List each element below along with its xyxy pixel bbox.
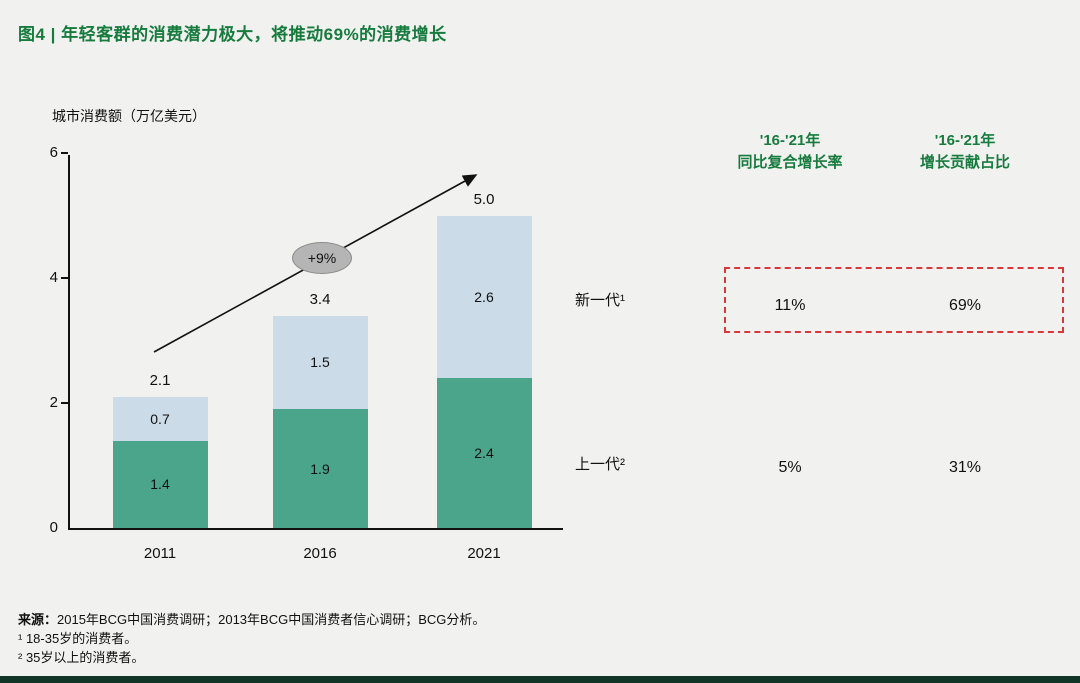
value-new-generation-contribution: 69% bbox=[948, 297, 982, 314]
value-previous-generation-contribution: 31% bbox=[948, 459, 982, 476]
series-label-new-generation: 新一代¹ bbox=[575, 292, 625, 309]
bar-segment-younger-2021: 2.6 bbox=[436, 215, 532, 378]
footnote-1: ¹ 18-35岁的消费者。 bbox=[18, 631, 138, 646]
bar-segment-value: 1.5 bbox=[310, 354, 330, 371]
bar-segment-older-2011: 1.4 bbox=[112, 440, 208, 528]
x-axis-tick-label: 2021 bbox=[467, 545, 501, 562]
source-line: 来源：2015年BCG中国消费调研；2013年BCG中国消费者信心调研；BCG分… bbox=[18, 610, 485, 629]
column-header-contribution-line2: 增长贡献占比 bbox=[919, 154, 1010, 171]
y-axis-tick-label: 4 bbox=[49, 269, 58, 286]
source-text: 2015年BCG中国消费调研；2013年BCG中国消费者信心调研；BCG分析。 bbox=[57, 612, 486, 627]
column-header-cagr-line2: 同比复合增长率 bbox=[737, 154, 843, 171]
figure-title: 图4 | 年轻客群的消费潜力极大，将推动69%的消费增长 bbox=[18, 25, 447, 44]
y-axis-tick-mark bbox=[61, 402, 68, 404]
y-axis-tick-label: 2 bbox=[49, 394, 58, 411]
bar-total-label: 3.4 bbox=[309, 290, 331, 308]
bar-segment-younger-2011: 0.7 bbox=[112, 396, 208, 441]
column-header-contribution-line1: '16-'21年 bbox=[934, 132, 996, 149]
y-axis-tick-mark bbox=[61, 277, 68, 279]
bar-segment-value: 1.9 bbox=[310, 460, 330, 477]
series-label-previous-generation: 上一代² bbox=[575, 456, 625, 473]
metrics-table: '16-'21年 同比复合增长率 '16-'21年 增长贡献占比 11% 69%… bbox=[690, 110, 1080, 530]
source-label: 来源： bbox=[18, 612, 58, 627]
bar-segment-value: 1.4 bbox=[150, 476, 170, 493]
bar-segment-older-2021: 2.4 bbox=[436, 378, 532, 528]
column-header-cagr-line1: '16-'21年 bbox=[759, 132, 821, 149]
x-axis-tick-label: 2011 bbox=[143, 545, 177, 562]
y-axis-tick-label: 6 bbox=[49, 144, 58, 161]
footnote-2: ² 35岁以上的消费者。 bbox=[18, 650, 145, 665]
cagr-annotation-badge: +9% bbox=[292, 242, 352, 274]
y-axis-title: 城市消费额（万亿美元） bbox=[52, 108, 206, 124]
bar-total-label: 2.1 bbox=[149, 371, 171, 389]
footnotes: 来源：2015年BCG中国消费调研；2013年BCG中国消费者信心调研；BCG分… bbox=[18, 610, 485, 667]
bar-total-label: 5.0 bbox=[473, 190, 495, 208]
bar-segment-older-2016: 1.9 bbox=[272, 409, 368, 528]
highlight-dashed-box bbox=[724, 267, 1064, 333]
column-header-contribution: '16-'21年 增长贡献占比 bbox=[880, 130, 1050, 174]
plot-area: +9% 新一代¹ 上一代² 1.4 0.7 2.1 2011 1.9 1.5 3.4 2016… bbox=[50, 145, 625, 563]
y-axis-tick-mark bbox=[61, 152, 68, 154]
y-axis-tick-label: 0 bbox=[49, 519, 58, 536]
x-axis-tick-label: 2016 bbox=[303, 545, 337, 562]
value-previous-generation-cagr: 5% bbox=[778, 459, 802, 476]
value-new-generation-cagr: 11% bbox=[774, 297, 806, 314]
bar-segment-value: 0.7 bbox=[150, 410, 170, 427]
bar-segment-younger-2016: 1.5 bbox=[272, 315, 368, 410]
bar-segment-value: 2.6 bbox=[474, 288, 494, 305]
bar-segment-value: 2.4 bbox=[474, 445, 494, 461]
bottom-accent-bar bbox=[0, 676, 1080, 683]
column-header-cagr: '16-'21年 同比复合增长率 bbox=[705, 130, 875, 174]
